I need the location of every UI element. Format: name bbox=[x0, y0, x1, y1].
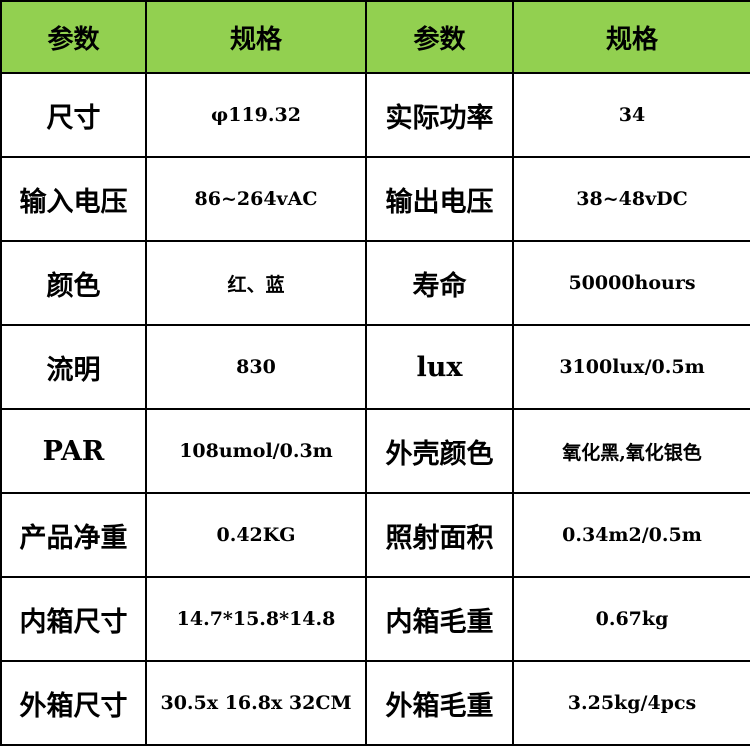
param-cell: PAR bbox=[0, 408, 147, 494]
value-cell: 50000hours bbox=[512, 240, 750, 326]
value-cell: 氧化黑,氧化银色 bbox=[512, 408, 750, 494]
value-cell: φ119.32 bbox=[145, 72, 367, 158]
param-cell: 颜色 bbox=[0, 240, 147, 326]
param-cell: 外箱尺寸 bbox=[0, 660, 147, 746]
param-cell: 实际功率 bbox=[365, 72, 514, 158]
spec-row: 输入电压 86~264vAC 输出电压 38~48vDC bbox=[0, 156, 750, 242]
value-cell: 34 bbox=[512, 72, 750, 158]
value-cell: 0.42KG bbox=[145, 492, 367, 578]
value-cell: 红、蓝 bbox=[145, 240, 367, 326]
value-cell: 108umol/0.3m bbox=[145, 408, 367, 494]
value-cell: 86~264vAC bbox=[145, 156, 367, 242]
param-cell: 外箱毛重 bbox=[365, 660, 514, 746]
param-cell: 流明 bbox=[0, 324, 147, 410]
header-cell: 参数 bbox=[365, 0, 514, 74]
value-cell: 3100lux/0.5m bbox=[512, 324, 750, 410]
param-cell: 外壳颜色 bbox=[365, 408, 514, 494]
param-cell: 输入电压 bbox=[0, 156, 147, 242]
value-cell: 38~48vDC bbox=[512, 156, 750, 242]
param-cell: 尺寸 bbox=[0, 72, 147, 158]
value-cell: 830 bbox=[145, 324, 367, 410]
header-cell: 规格 bbox=[145, 0, 367, 74]
header-cell: 参数 bbox=[0, 0, 147, 74]
param-cell: lux bbox=[365, 324, 514, 410]
spec-row: 尺寸 φ119.32 实际功率 34 bbox=[0, 72, 750, 158]
spec-row: 流明 830 lux 3100lux/0.5m bbox=[0, 324, 750, 410]
param-cell: 内箱毛重 bbox=[365, 576, 514, 662]
value-cell: 0.67kg bbox=[512, 576, 750, 662]
spec-row: 外箱尺寸 30.5x 16.8x 32CM 外箱毛重 3.25kg/4pcs bbox=[0, 660, 750, 746]
spec-row: 颜色 红、蓝 寿命 50000hours bbox=[0, 240, 750, 326]
spec-row: 内箱尺寸 14.7*15.8*14.8 内箱毛重 0.67kg bbox=[0, 576, 750, 662]
spec-row: PAR 108umol/0.3m 外壳颜色 氧化黑,氧化银色 bbox=[0, 408, 750, 494]
value-cell: 0.34m2/0.5m bbox=[512, 492, 750, 578]
param-cell: 内箱尺寸 bbox=[0, 576, 147, 662]
param-cell: 照射面积 bbox=[365, 492, 514, 578]
param-cell: 寿命 bbox=[365, 240, 514, 326]
header-cell: 规格 bbox=[512, 0, 750, 74]
param-cell: 输出电压 bbox=[365, 156, 514, 242]
header-row: 参数 规格 参数 规格 bbox=[0, 0, 750, 74]
param-cell: 产品净重 bbox=[0, 492, 147, 578]
value-cell: 3.25kg/4pcs bbox=[512, 660, 750, 746]
value-cell: 30.5x 16.8x 32CM bbox=[145, 660, 367, 746]
spec-row: 产品净重 0.42KG 照射面积 0.34m2/0.5m bbox=[0, 492, 750, 578]
value-cell: 14.7*15.8*14.8 bbox=[145, 576, 367, 662]
